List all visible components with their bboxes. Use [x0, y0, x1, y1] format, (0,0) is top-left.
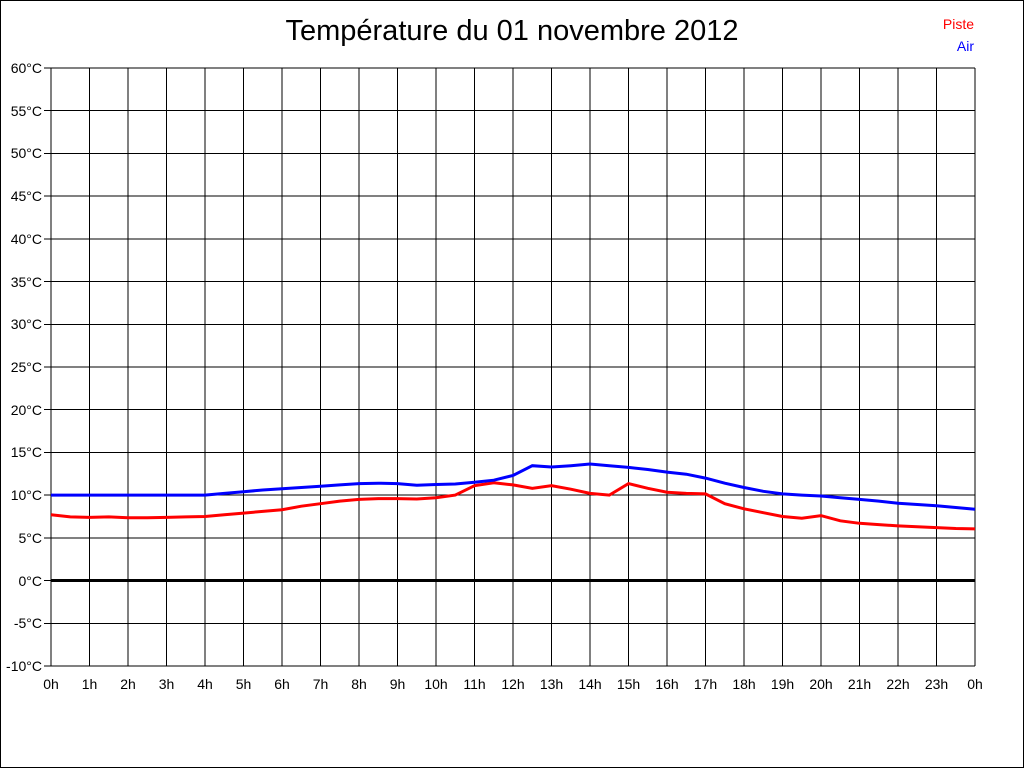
x-tick-label: 8h — [351, 676, 367, 692]
y-tick-label: 45°C — [10, 188, 42, 205]
x-tick-label: 11h — [463, 676, 486, 692]
y-tick-label: 15°C — [10, 444, 42, 461]
x-tick-label: 9h — [389, 676, 406, 692]
x-tick-label: 23h — [924, 676, 949, 692]
air-line — [51, 462, 976, 511]
piste-line — [50, 481, 976, 531]
x-tick-label: 14h — [578, 676, 602, 692]
x-tick-label: 18h — [732, 676, 756, 692]
y-tick-label: 25°C — [10, 359, 42, 375]
y-tick-label: 5°C — [18, 529, 43, 546]
x-tick-label: 16h — [655, 676, 679, 692]
x-tick-label: 19h — [770, 676, 795, 692]
x-tick-label: 5h — [235, 676, 252, 692]
x-tick-label: 0h — [967, 676, 983, 692]
y-tick-label: 50°C — [10, 145, 42, 162]
y-tick-label: 20°C — [10, 401, 42, 418]
x-tick-label: 17h — [693, 676, 718, 692]
legend-item-air: Air — [956, 38, 974, 54]
x-tick-label: 15h — [616, 676, 641, 692]
x-tick-label: 13h — [539, 676, 564, 692]
x-tick-label: 6h — [274, 676, 290, 692]
y-tick-label: 60°C — [10, 60, 42, 76]
x-tick-label: 1h — [81, 676, 98, 692]
x-tick-label: 20h — [809, 676, 833, 692]
x-tick-label: 0h — [43, 676, 59, 692]
x-tick-label: 7h — [312, 676, 329, 692]
y-tick-label: 30°C — [10, 316, 42, 333]
y-tick-label: 40°C — [10, 230, 42, 247]
x-tick-label: 3h — [158, 676, 175, 692]
x-tick-label: 2h — [120, 676, 136, 692]
y-tick-label: 0°C — [18, 572, 43, 589]
legend-item-piste: Piste — [942, 16, 974, 32]
x-tick-label: 10h — [424, 676, 448, 692]
x-tick-label: 4h — [197, 676, 213, 692]
x-tick-label: 12h — [501, 676, 525, 692]
y-tick-label: 35°C — [10, 273, 42, 290]
legend: Piste Air — [943, 13, 974, 57]
y-tick-label: -10°C — [6, 658, 42, 674]
x-tick-label: 22h — [886, 676, 910, 692]
y-tick-label: 55°C — [10, 102, 42, 119]
x-tick-label: 21h — [847, 676, 872, 692]
chart-title: Température du 01 novembre 2012 — [285, 15, 739, 47]
y-tick-label: 10°C — [10, 487, 42, 504]
y-tick-label: -5°C — [13, 615, 42, 632]
